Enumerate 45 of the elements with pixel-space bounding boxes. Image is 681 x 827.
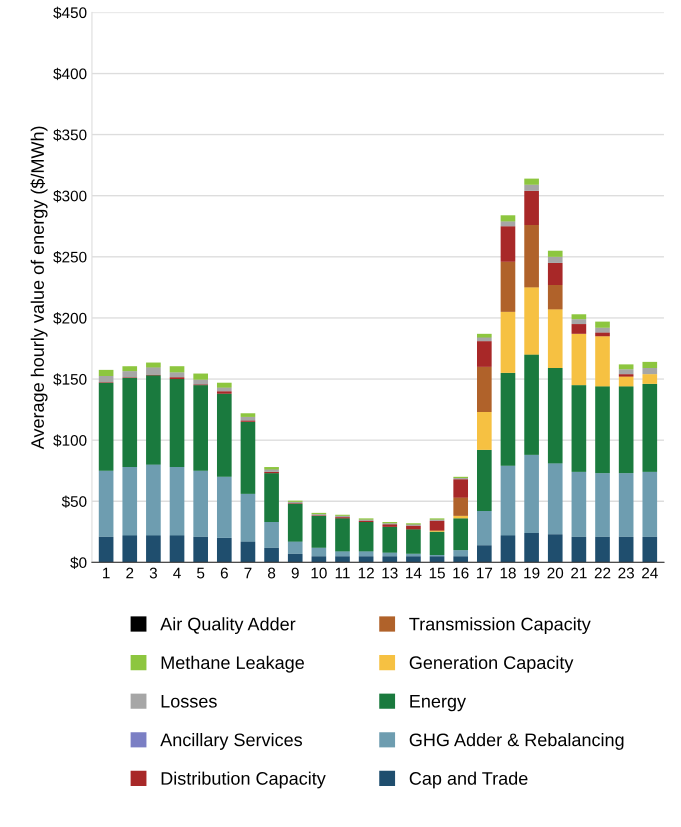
x-tick-label: 24 [642, 568, 658, 578]
legend-label: Cap and Trade [410, 772, 528, 788]
x-tick-label: 6 [220, 568, 228, 578]
legend-label: Generation Capacity [410, 656, 574, 673]
x-tick-label: 10 [312, 568, 327, 578]
y-tick-label: $350 [53, 128, 86, 142]
legend-label: Transmission Capacity [409, 617, 591, 634]
x-tick-label: 14 [406, 568, 422, 578]
x-tick-label: 5 [197, 568, 204, 578]
x-tick-label: 17 [476, 568, 492, 578]
legend-label: Air Quality Adder [160, 617, 296, 634]
x-tick-label: 23 [618, 568, 634, 578]
x-tick-label: 4 [173, 568, 181, 578]
x-tick-label: 16 [453, 568, 469, 578]
x-tick-label: 3 [150, 568, 157, 578]
x-tick-label: 18 [500, 568, 516, 578]
x-tick-label: 15 [430, 568, 445, 578]
y-tick-label: $400 [53, 68, 86, 80]
x-tick-label: 11 [336, 568, 350, 578]
x-tick-label: 1 [103, 568, 110, 578]
y-tick-label: $0 [70, 556, 86, 569]
y-tick-label: $450 [53, 6, 86, 19]
x-tick-label: 2 [126, 568, 134, 578]
y-tick-label: $300 [53, 190, 86, 202]
x-tick-label: 8 [268, 568, 276, 578]
y-tick-label: $100 [53, 434, 86, 447]
x-tick-label: 12 [358, 568, 374, 578]
legend-label: GHG Adder & Rebalancing [410, 732, 624, 750]
x-tick-label: 7 [244, 568, 252, 578]
x-tick-label: 13 [382, 568, 398, 578]
y-tick-label: $200 [53, 312, 86, 325]
x-tick-label: 9 [292, 568, 299, 578]
y-tick-label: $50 [62, 495, 86, 508]
y-axis-title: Average hourly value of energy ($/MWh) [30, 126, 48, 450]
x-tick-label: 19 [524, 568, 540, 578]
legend-label: Methane Leakage [162, 656, 304, 673]
x-tick-label: 21 [571, 568, 587, 578]
legend-label: Energy [410, 695, 466, 712]
x-tick-label: 20 [548, 568, 564, 578]
y-tick-label: $150 [53, 373, 86, 386]
legend-label: Distribution Capacity [162, 772, 326, 788]
x-tick-label: 22 [594, 568, 610, 578]
legend-label: Losses [162, 695, 217, 708]
y-tick-label: $250 [53, 251, 86, 264]
legend-label: Ancillary Services [160, 732, 302, 750]
